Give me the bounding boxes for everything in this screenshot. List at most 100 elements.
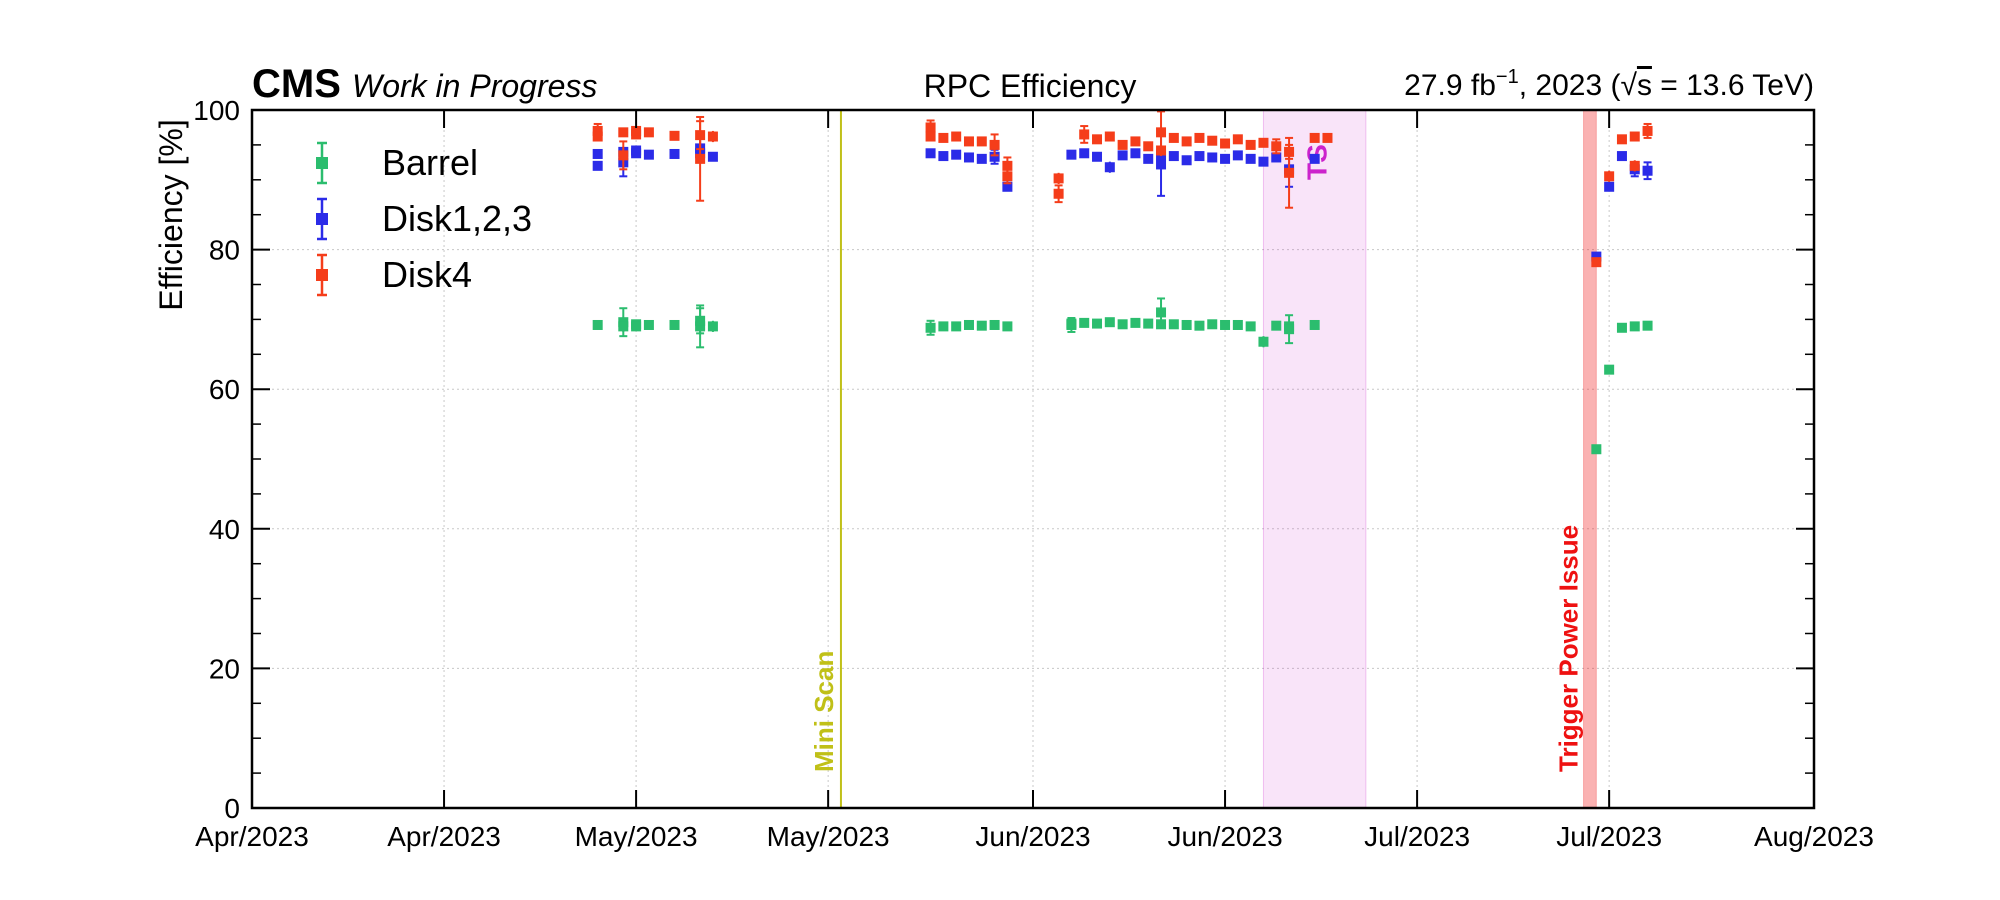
disk4-point bbox=[976, 136, 987, 147]
barrel-point bbox=[1002, 321, 1013, 332]
y-tick-label: 20 bbox=[209, 653, 240, 684]
disk4-point bbox=[1104, 131, 1115, 142]
disk4-point bbox=[1002, 160, 1013, 171]
sqrt-symbol: √ bbox=[1620, 69, 1637, 102]
disk4-point bbox=[1143, 141, 1154, 152]
x-tick-label: Apr/2023 bbox=[195, 821, 309, 852]
disk1-2-3-point bbox=[1194, 151, 1205, 162]
y-tick-label: 60 bbox=[209, 374, 240, 405]
disk4-point bbox=[1117, 139, 1128, 150]
barrel-point bbox=[1271, 320, 1282, 331]
disk4-point bbox=[925, 131, 936, 142]
disk1-2-3-point bbox=[1604, 181, 1615, 192]
lumi-prefix: 27.9 fb bbox=[1404, 69, 1496, 102]
disk4-point bbox=[1092, 134, 1103, 145]
barrel-point bbox=[1220, 319, 1231, 330]
disk4-point bbox=[1245, 139, 1256, 150]
disk4-point bbox=[1284, 146, 1295, 157]
lumi-exponent: −1 bbox=[1496, 66, 1519, 88]
disk1-2-3-point bbox=[1156, 159, 1167, 170]
disk1-2-3-point bbox=[669, 148, 680, 159]
barrel-point bbox=[631, 321, 642, 332]
barrel-point bbox=[643, 319, 654, 330]
disk4-point bbox=[1220, 138, 1231, 149]
barrel-point bbox=[1207, 319, 1218, 330]
barrel-point bbox=[1168, 319, 1179, 330]
lumi-end: = 13.6 TeV) bbox=[1652, 69, 1814, 102]
y-tick-label: 0 bbox=[224, 793, 240, 824]
disk1-2-3-point bbox=[976, 153, 987, 164]
barrel-point bbox=[1156, 307, 1167, 318]
disk1-2-3-point bbox=[989, 151, 1000, 162]
disk1-2-3-point bbox=[707, 151, 718, 162]
barrel-point bbox=[1232, 319, 1243, 330]
disk1-2-3-point bbox=[643, 149, 654, 160]
disk1-2-3-point bbox=[1117, 150, 1128, 161]
x-tick-label: Aug/2023 bbox=[1754, 821, 1874, 852]
disk4-point bbox=[1168, 132, 1179, 143]
disk1-2-3-point bbox=[592, 160, 603, 171]
disk4-point bbox=[1156, 127, 1167, 138]
barrel-point bbox=[1143, 318, 1154, 329]
legend-label-barrel: Barrel bbox=[382, 142, 478, 183]
legend-label-disk1-2-3: Disk1,2,3 bbox=[382, 198, 532, 239]
x-tick-label: Jul/2023 bbox=[1364, 821, 1470, 852]
disk1-2-3-point bbox=[963, 152, 974, 163]
lumi-mid: , 2023 ( bbox=[1519, 69, 1621, 102]
barrel-point bbox=[1181, 319, 1192, 330]
disk1-2-3-point bbox=[1002, 181, 1013, 192]
disk4-point bbox=[951, 131, 962, 142]
work-in-progress-label: Work in Progress bbox=[352, 68, 597, 104]
trigger-power-issue-label: Trigger Power Issue bbox=[1554, 525, 1584, 772]
disk1-2-3-point bbox=[1271, 152, 1282, 163]
barrel-point bbox=[1629, 321, 1640, 332]
disk1-2-3-point bbox=[631, 148, 642, 159]
disk1-2-3-point bbox=[592, 148, 603, 159]
barrel-point bbox=[1604, 364, 1615, 375]
barrel-point bbox=[1309, 319, 1320, 330]
chart-title: RPC Efficiency bbox=[924, 68, 1137, 104]
data-marks bbox=[592, 110, 1653, 455]
disk4-point bbox=[1194, 132, 1205, 143]
disk4-point bbox=[1642, 125, 1653, 136]
disk1-2-3-point bbox=[938, 151, 949, 162]
barrel-point bbox=[1104, 317, 1115, 328]
ts-band bbox=[1262, 109, 1367, 809]
disk4-point bbox=[1284, 167, 1295, 178]
barrel-point bbox=[1194, 320, 1205, 331]
cms-label: CMS bbox=[252, 62, 341, 106]
disk4-point bbox=[1271, 141, 1282, 152]
disk4-point bbox=[618, 150, 629, 161]
barrel-point bbox=[618, 321, 629, 332]
disk4-point bbox=[669, 130, 680, 141]
disk4-point bbox=[1207, 135, 1218, 146]
barrel-point bbox=[707, 321, 718, 332]
x-tick-label: May/2023 bbox=[767, 821, 890, 852]
mini-scan-label: Mini Scan bbox=[809, 651, 839, 772]
barrel-point bbox=[976, 320, 987, 331]
barrel-point bbox=[1117, 319, 1128, 330]
disk1-2-3-point bbox=[1642, 165, 1653, 176]
annotation-bands: Mini ScanTSTrigger Power Issue bbox=[809, 109, 1597, 809]
disk1-2-3-point bbox=[1591, 251, 1602, 262]
disk4-point bbox=[1616, 134, 1627, 145]
barrel-point bbox=[1092, 318, 1103, 329]
barrel-point bbox=[938, 321, 949, 332]
disk4-point bbox=[1604, 171, 1615, 182]
barrel-point bbox=[1130, 317, 1141, 328]
disk4-point bbox=[1002, 171, 1013, 182]
barrel-point bbox=[592, 319, 603, 330]
disk1-2-3-point bbox=[1245, 153, 1256, 164]
disk1-2-3-point bbox=[1207, 152, 1218, 163]
x-tick-label: May/2023 bbox=[575, 821, 698, 852]
axis-ticks: 0 20 40 60 80 100 Apr/2023 Apr/2023 May/2023 May/… bbox=[193, 95, 1874, 852]
disk4-point bbox=[989, 139, 1000, 150]
disk4-point bbox=[1156, 145, 1167, 156]
x-tick-label: Apr/2023 bbox=[387, 821, 501, 852]
barrel-point bbox=[1284, 324, 1295, 335]
barrel-point bbox=[1258, 336, 1269, 347]
barrel-point bbox=[1066, 318, 1077, 329]
x-tick-label: Jul/2023 bbox=[1556, 821, 1662, 852]
disk1-2-3-point bbox=[1232, 150, 1243, 161]
